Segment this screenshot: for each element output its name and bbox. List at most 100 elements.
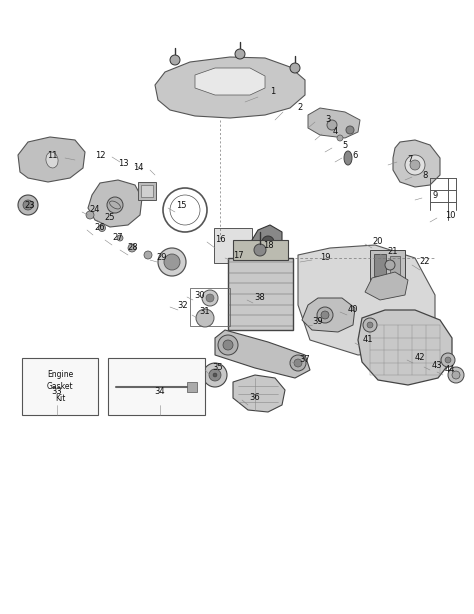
Circle shape: [213, 373, 217, 377]
Circle shape: [18, 195, 38, 215]
Text: 7: 7: [407, 155, 413, 165]
Circle shape: [209, 369, 221, 381]
Circle shape: [327, 120, 337, 130]
Text: 32: 32: [178, 300, 188, 309]
Circle shape: [223, 340, 233, 350]
Polygon shape: [252, 225, 282, 258]
Circle shape: [86, 211, 94, 219]
Circle shape: [321, 311, 329, 319]
Text: 37: 37: [300, 356, 310, 365]
Circle shape: [290, 63, 300, 73]
Text: 6: 6: [352, 150, 358, 160]
Text: 3: 3: [325, 115, 331, 125]
Bar: [187, 381, 197, 392]
Bar: [370, 250, 405, 288]
Circle shape: [218, 335, 238, 355]
Text: 18: 18: [263, 241, 273, 249]
Circle shape: [206, 294, 214, 302]
Polygon shape: [215, 330, 310, 378]
Circle shape: [452, 371, 460, 379]
Text: 17: 17: [233, 251, 243, 260]
Circle shape: [254, 244, 266, 256]
Polygon shape: [365, 272, 408, 300]
Circle shape: [405, 155, 425, 175]
Text: 10: 10: [445, 211, 455, 219]
Bar: [141, 185, 153, 197]
Text: 2: 2: [297, 104, 302, 112]
Text: Engine
Gasket
Kit: Engine Gasket Kit: [46, 370, 73, 403]
Bar: [108, 358, 205, 415]
Circle shape: [235, 49, 245, 59]
Bar: [190, 288, 230, 326]
Polygon shape: [358, 310, 452, 385]
Text: 4: 4: [332, 128, 337, 136]
Circle shape: [385, 260, 395, 270]
Circle shape: [294, 359, 302, 367]
Text: 25: 25: [105, 214, 115, 222]
Polygon shape: [302, 298, 355, 332]
Circle shape: [441, 353, 455, 367]
Circle shape: [448, 367, 464, 383]
Text: 21: 21: [388, 247, 398, 257]
Circle shape: [367, 322, 373, 328]
Text: 16: 16: [215, 236, 225, 244]
Text: 26: 26: [95, 223, 105, 233]
Text: 42: 42: [415, 354, 425, 362]
Text: 28: 28: [128, 244, 138, 252]
Text: 12: 12: [95, 150, 105, 160]
Text: 5: 5: [342, 141, 347, 149]
Circle shape: [203, 363, 227, 387]
Text: 34: 34: [155, 387, 165, 397]
Text: 36: 36: [250, 394, 260, 403]
Text: 9: 9: [432, 190, 438, 200]
Text: 29: 29: [157, 254, 167, 263]
Text: 41: 41: [363, 335, 373, 344]
Text: 44: 44: [445, 365, 455, 375]
Circle shape: [196, 309, 214, 327]
Polygon shape: [155, 57, 305, 118]
Text: 22: 22: [420, 257, 430, 266]
Circle shape: [170, 55, 180, 65]
Bar: [374, 254, 386, 276]
Circle shape: [445, 357, 451, 363]
Circle shape: [117, 235, 123, 241]
Ellipse shape: [344, 151, 352, 165]
Circle shape: [363, 318, 377, 332]
Ellipse shape: [46, 152, 58, 168]
Bar: [228, 258, 293, 330]
Text: 31: 31: [200, 308, 210, 316]
Circle shape: [164, 254, 180, 270]
Text: 43: 43: [432, 360, 442, 370]
Bar: [233, 240, 288, 260]
Text: 38: 38: [255, 293, 265, 303]
Text: 20: 20: [373, 238, 383, 246]
Polygon shape: [88, 180, 142, 227]
Circle shape: [317, 307, 333, 323]
Text: 19: 19: [320, 254, 330, 263]
Text: 39: 39: [313, 317, 323, 327]
Polygon shape: [298, 245, 435, 355]
Polygon shape: [195, 68, 265, 95]
Circle shape: [23, 200, 33, 210]
Polygon shape: [308, 108, 360, 138]
Bar: [390, 256, 400, 274]
Bar: [22, 358, 98, 415]
Circle shape: [262, 236, 274, 248]
Circle shape: [99, 225, 106, 231]
Polygon shape: [393, 140, 440, 187]
Polygon shape: [18, 137, 85, 182]
Text: 11: 11: [47, 150, 57, 160]
Circle shape: [337, 135, 343, 141]
Circle shape: [158, 248, 186, 276]
Text: 40: 40: [348, 306, 358, 314]
Circle shape: [410, 160, 420, 170]
Circle shape: [290, 355, 306, 371]
Text: 23: 23: [25, 201, 35, 209]
Text: 8: 8: [422, 171, 428, 179]
Text: 24: 24: [90, 206, 100, 214]
Circle shape: [107, 197, 123, 213]
Bar: [138, 182, 156, 200]
Circle shape: [144, 251, 152, 259]
Text: 35: 35: [213, 363, 223, 373]
Text: 1: 1: [270, 88, 275, 96]
